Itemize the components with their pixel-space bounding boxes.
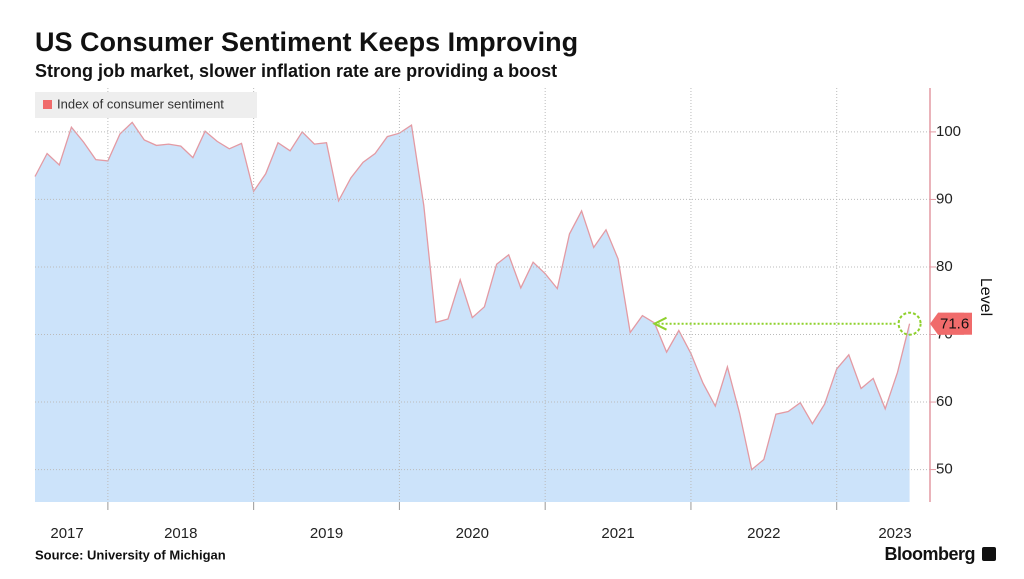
x-tick-label: 2022 [747, 525, 780, 542]
source: Source: University of Michigan [35, 547, 226, 562]
legend-box [35, 92, 257, 118]
y-tick-label: 50 [936, 461, 953, 478]
chart-subtitle: Strong job market, slower inflation rate… [35, 61, 557, 81]
x-tick-label: 2017 [50, 525, 83, 542]
y-axis-label: Level [977, 278, 994, 316]
y-tick-label: 60 [936, 393, 953, 410]
chart-title: US Consumer Sentiment Keeps Improving [35, 27, 578, 57]
x-tick-label: 2018 [164, 525, 197, 542]
brand-icon [982, 547, 996, 561]
y-tick-label: 100 [936, 123, 961, 140]
brand: Bloomberg [884, 544, 975, 564]
last-value-tag-body [938, 312, 972, 335]
area [35, 122, 910, 503]
x-tick-label: 2019 [310, 525, 343, 542]
x-tick-label: 2020 [456, 525, 489, 542]
x-tick-label: 2023 [878, 525, 911, 542]
line [34, 121, 911, 471]
legend-swatch [43, 100, 52, 109]
y-tick-label: 90 [936, 190, 953, 207]
y-tick-label: 80 [936, 258, 953, 275]
x-tick-label: 2021 [601, 525, 634, 542]
annotation-arrowhead [652, 316, 667, 331]
legend-label: Index of consumer sentiment [57, 96, 224, 111]
last-value-label: 71.6 [940, 316, 969, 333]
annotation-circle [897, 311, 922, 336]
